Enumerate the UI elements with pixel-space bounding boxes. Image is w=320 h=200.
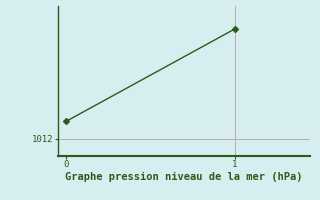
X-axis label: Graphe pression niveau de la mer (hPa): Graphe pression niveau de la mer (hPa) bbox=[65, 172, 303, 182]
